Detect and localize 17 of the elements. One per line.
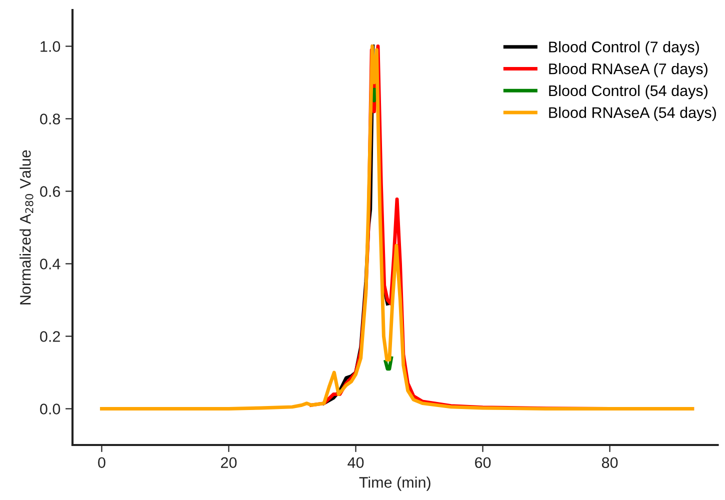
x-axis-title: Time (min) bbox=[359, 476, 430, 491]
y-tick-label: 0.8 bbox=[40, 114, 60, 124]
y-tick-label: 0.2 bbox=[40, 331, 60, 342]
x-tick-label: 20 bbox=[221, 457, 237, 468]
x-tick-label: 0 bbox=[98, 457, 106, 468]
x-tick-label: 60 bbox=[475, 457, 491, 468]
x-tick-label: 40 bbox=[348, 457, 364, 468]
y-tick-label: 0.4 bbox=[40, 258, 60, 270]
y-tick-label: 0.6 bbox=[40, 186, 60, 197]
y-tick-label: 1.0 bbox=[40, 41, 60, 52]
legend-label: Blood Control (7 days) bbox=[549, 41, 699, 56]
legend-label: Blood RNAseA (7 days) bbox=[549, 63, 708, 78]
y-tick-label: 0.0 bbox=[40, 404, 60, 414]
legend-label: Blood RNAseA (54 days) bbox=[549, 106, 716, 122]
y-axis-title: Normalized A$_{280}$ Value bbox=[20, 150, 34, 304]
legend-label: Blood Control (54 days) bbox=[549, 84, 708, 100]
x-tick-label: 80 bbox=[602, 457, 618, 468]
